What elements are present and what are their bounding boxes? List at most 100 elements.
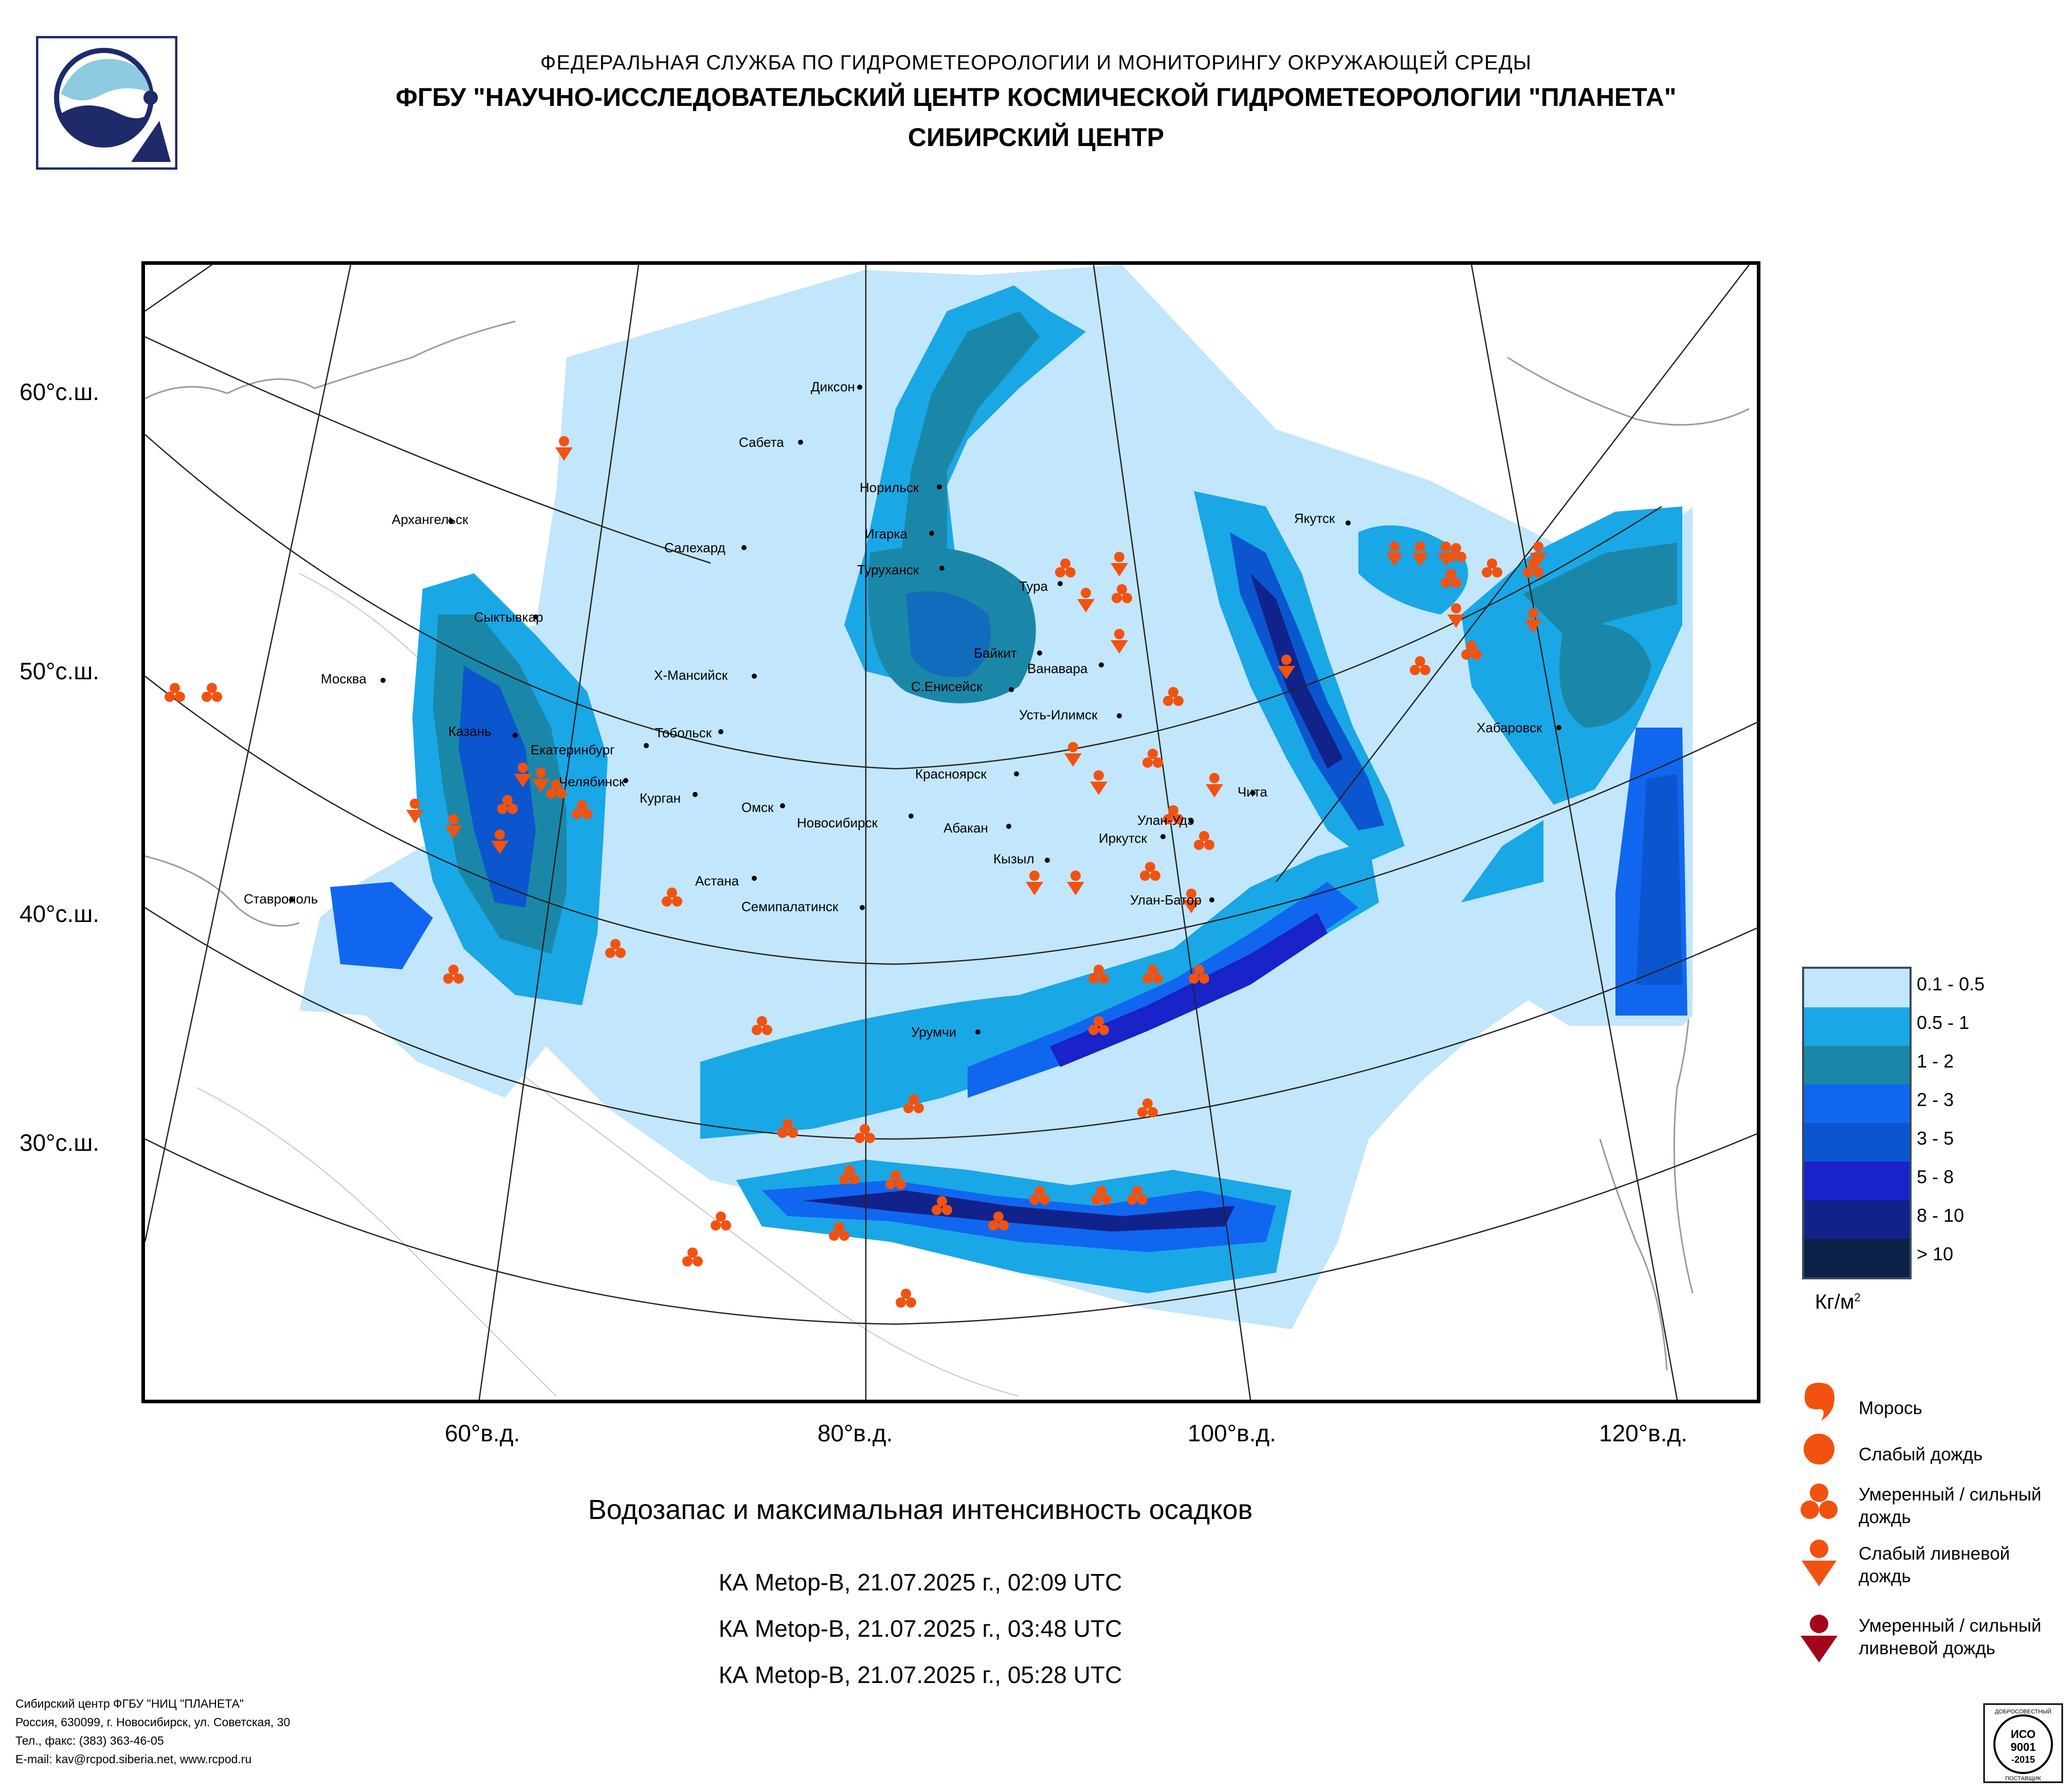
city-salekhard: Салехард — [664, 540, 725, 555]
satellite-pass: КА Metop-B, 21.07.2025 г., 05:28 UTC — [718, 1661, 1122, 1688]
water-content-legend — [1802, 967, 1912, 1279]
footer-address: Россия, 630099, г. Новосибирск, ул. Сове… — [15, 1715, 290, 1729]
city-dot — [644, 743, 649, 748]
light-shower-marker — [1530, 541, 1547, 566]
city-dot — [752, 876, 757, 881]
light-shower-marker — [1278, 655, 1295, 679]
moderate-rain-marker — [1088, 965, 1109, 984]
city-arkhangelsk: Архангельск — [392, 512, 468, 527]
city-astana: Астана — [695, 873, 739, 889]
map-title: Водозапас и максимальная интенсивность о… — [588, 1494, 1253, 1525]
moderate-rain-marker — [896, 1289, 916, 1308]
symbol-label-drizzle: Морось — [1859, 1398, 1922, 1418]
city-dot — [448, 518, 453, 523]
city-dikson: Диксон — [811, 379, 855, 394]
legend-label: 0.1 - 0.5 — [1917, 973, 1985, 994]
legend-swatch — [1804, 1007, 1910, 1046]
city-urumchi: Урумчи — [911, 1024, 957, 1040]
light-shower-marker — [1437, 541, 1455, 566]
city-dot — [860, 905, 865, 910]
legend-swatch — [1804, 1046, 1910, 1084]
city-dot — [1006, 824, 1011, 829]
iso-badge-icon: ДОБРОСОВЕСТНЫЙ ИСО 9001 -2015 ПОСТАВЩИК — [1983, 1703, 2063, 1783]
city-dot — [1346, 520, 1351, 526]
city-dot — [1117, 713, 1122, 718]
satellite-pass: КА Metop-B, 21.07.2025 г., 03:48 UTC — [718, 1615, 1122, 1642]
moderate-rain-marker — [1163, 687, 1184, 706]
light-shower-marker — [555, 436, 573, 461]
footer-contacts: Сибирский центр ФГБУ "НИЦ "ПЛАНЕТА" Росс… — [15, 1694, 290, 1768]
iso-year: -2015 — [2011, 1754, 2035, 1765]
city-khabarovsk: Хабаровск — [1477, 720, 1542, 735]
city-irkutsk: Иркутск — [1099, 830, 1147, 846]
light-shower-marker — [514, 763, 532, 787]
city-krasnoyarsk: Красноярск — [915, 766, 987, 782]
lon-label-100: 100°в.д. — [1188, 1420, 1276, 1446]
satellite-pass: КА Metop-B, 21.07.2025 г., 02:09 UTC — [718, 1569, 1122, 1596]
city-dot — [752, 674, 757, 679]
moderate-rain-marker — [1137, 1098, 1158, 1117]
city-norilsk: Норильск — [860, 480, 919, 495]
drizzle-icon — [1805, 1383, 1834, 1421]
moderate-rain-marker — [1112, 584, 1132, 603]
city-dot — [623, 778, 628, 783]
city-dot — [289, 897, 294, 902]
lon-label-120: 120°в.д. — [1599, 1420, 1687, 1446]
moderate-rain-marker — [1163, 805, 1184, 824]
city-dot — [693, 792, 698, 797]
lat-label-40: 40°с.ш. — [20, 900, 100, 927]
city-dot — [1014, 771, 1019, 776]
moderate-rain-marker — [1142, 965, 1163, 984]
city-vanavara: Ванавара — [1027, 661, 1088, 676]
city-dot — [857, 385, 862, 390]
light-shower-marker — [1111, 629, 1128, 654]
light-shower-marker — [532, 768, 550, 792]
lat-label-30: 30°с.ш. — [20, 1129, 100, 1156]
moderate-rain-icon — [1801, 1484, 1838, 1519]
moderate-rain-marker — [165, 683, 185, 702]
moderate-rain-marker — [1189, 965, 1209, 984]
legend-label: 3 - 5 — [1917, 1128, 1954, 1149]
moderate-rain-marker — [777, 1119, 798, 1138]
moderate-rain-marker — [1029, 1186, 1050, 1205]
light-shower-marker — [1524, 608, 1542, 633]
lat-label-50: 50°с.ш. — [20, 658, 100, 684]
iso-top-text: ДОБРОСОВЕСТНЫЙ — [1995, 1708, 2051, 1715]
city-sabeta: Сабета — [739, 435, 784, 450]
city-igarka: Игарка — [865, 526, 907, 541]
graticule — [145, 265, 1757, 1400]
moderate-rain-marker — [903, 1094, 924, 1113]
moderate-rain-marker — [682, 1247, 703, 1267]
city-dot — [1556, 725, 1561, 730]
light-shower-marker — [1111, 552, 1128, 576]
city-dot — [798, 440, 803, 445]
moderate-rain-marker — [752, 1016, 772, 1035]
city-dot — [1099, 662, 1104, 667]
symbol-label-light-shower: Слабый ливневой дождь — [1859, 1544, 2010, 1586]
city-dot — [1009, 687, 1014, 692]
legend-units: Кг/м2 — [1815, 1291, 1861, 1314]
map-canvas — [145, 265, 1757, 1400]
light-shower-marker — [1067, 871, 1084, 895]
moderate-rain-marker — [1441, 569, 1461, 588]
city-syktyvkar: Сыктывкар — [474, 609, 543, 625]
city-dot — [929, 531, 934, 536]
light-shower-marker — [1386, 541, 1403, 566]
city-ekaterinburg: Екатеринбург — [531, 742, 615, 757]
city-dot — [939, 566, 944, 571]
lat-label-60: 60°с.ш. — [20, 378, 100, 405]
city-semipalatinsk: Семипалатинск — [741, 899, 839, 914]
moderate-rain-marker — [1410, 656, 1430, 675]
city-chita: Чита — [1238, 784, 1267, 800]
agency-line: ФЕДЕРАЛЬНАЯ СЛУЖБА ПО ГИДРОМЕТЕОРОЛОГИИ … — [540, 51, 1532, 74]
moderate-rain-marker — [546, 780, 567, 799]
legend-label: 5 - 8 — [1917, 1166, 1954, 1187]
moderate-rain-marker — [1194, 831, 1214, 850]
city-dots — [289, 385, 1561, 1035]
city-dot — [1058, 581, 1063, 586]
light-shower-marker — [1026, 871, 1043, 895]
city-kazan: Казань — [448, 723, 492, 739]
city-novosibirsk: Новосибирск — [797, 815, 878, 830]
city-ulanude: Улан-Удэ — [1137, 812, 1194, 828]
moderate-rain-marker — [885, 1170, 906, 1189]
